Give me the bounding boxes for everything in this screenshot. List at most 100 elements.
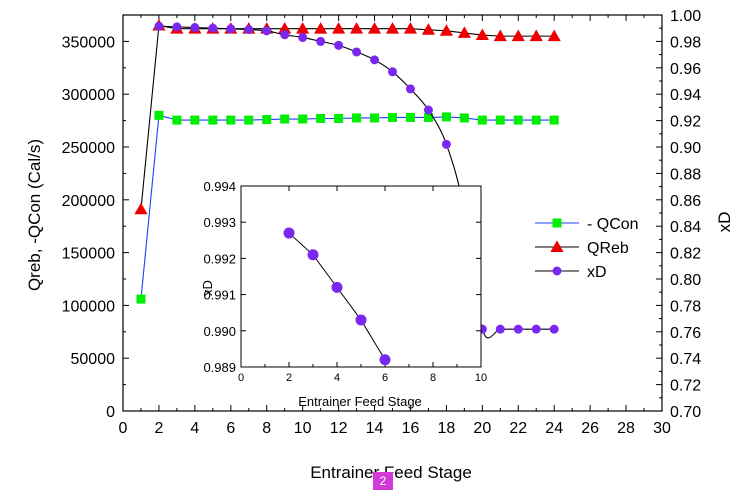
data-point-qcon xyxy=(154,110,164,120)
inset-frame xyxy=(240,185,482,368)
data-point-qcon xyxy=(388,112,397,122)
y-left-tick-label: 150000 xyxy=(62,246,115,263)
data-point-xd xyxy=(549,324,559,334)
data-point-qreb xyxy=(134,202,148,215)
data-point-qreb xyxy=(439,24,453,36)
y-right-tick-label: 0.84 xyxy=(670,219,701,236)
data-point-qreb xyxy=(421,23,436,35)
data-point-qreb xyxy=(475,28,489,41)
data-point-xd xyxy=(405,84,415,94)
x-tick-label: 28 xyxy=(617,420,635,437)
data-point-qreb xyxy=(367,22,382,34)
y-right-tick-label: 0.94 xyxy=(670,87,701,104)
data-point-xd xyxy=(316,36,326,46)
y-left-tick-label: 50000 xyxy=(71,351,116,368)
data-point-qreb xyxy=(529,29,543,42)
x-tick-label: 16 xyxy=(402,420,420,437)
y-left-tick-label: 350000 xyxy=(62,34,115,51)
inset-y-tick-label: 0.992 xyxy=(203,251,236,266)
data-point-qreb xyxy=(385,22,400,34)
inset-data-point xyxy=(355,314,367,326)
inset-y-tick-label: 0.994 xyxy=(203,179,236,194)
y-right-tick-label: 1.00 xyxy=(670,8,701,25)
y-left-tick-label: 200000 xyxy=(62,193,115,210)
y-right-tick-label: 0.70 xyxy=(670,404,701,421)
inset-x-tick-label: 6 xyxy=(382,372,388,384)
x-tick-label: 18 xyxy=(438,420,456,437)
x-tick-label: 0 xyxy=(119,420,128,437)
legend-label: QReb xyxy=(587,240,629,257)
data-point-xd xyxy=(495,324,505,334)
data-point-xd xyxy=(244,25,254,35)
data-point-xd xyxy=(352,47,362,57)
data-point-qcon xyxy=(244,115,254,125)
inset-data-point xyxy=(307,249,319,261)
x-tick-label: 24 xyxy=(545,420,563,437)
x-tick-label: 14 xyxy=(366,420,384,437)
legend-marker xyxy=(552,266,562,276)
y-right-tick-label: 0.96 xyxy=(670,61,701,78)
y-right-tick-label: 0.72 xyxy=(670,378,701,395)
x-tick-label: 22 xyxy=(509,420,527,437)
data-point-qreb xyxy=(332,22,346,34)
data-point-xd xyxy=(208,23,218,33)
x-tick-label: 6 xyxy=(226,420,235,437)
data-point-xd xyxy=(262,26,272,36)
y-left-tick-label: 300000 xyxy=(62,87,115,104)
data-point-qreb xyxy=(403,22,418,34)
x-tick-label: 10 xyxy=(294,420,312,437)
data-point-qcon xyxy=(370,113,380,123)
data-point-xd xyxy=(298,32,308,42)
y-right-tick-label: 0.86 xyxy=(670,193,701,210)
x-tick-label: 8 xyxy=(262,420,271,437)
data-point-qreb xyxy=(547,29,561,42)
data-point-xd xyxy=(280,30,290,40)
y-right-tick-label: 0.92 xyxy=(670,114,701,131)
x-tick-label: 26 xyxy=(581,420,599,437)
data-point-qcon xyxy=(334,113,344,123)
y-left-tick-label: 0 xyxy=(106,404,115,421)
data-point-qcon xyxy=(405,112,415,122)
legend-marker xyxy=(550,240,564,252)
inset-y-tick-label: 0.989 xyxy=(203,360,236,375)
data-point-qcon xyxy=(352,113,362,123)
data-point-qcon xyxy=(262,115,272,125)
data-point-qcon xyxy=(280,114,290,124)
y-right-tick-label: 0.88 xyxy=(670,166,701,183)
data-point-xd xyxy=(154,21,164,31)
inset-x-tick-label: 8 xyxy=(430,372,436,384)
data-point-qcon xyxy=(549,115,559,125)
inset-x-tick-label: 10 xyxy=(475,372,487,384)
data-point-qcon xyxy=(190,115,200,125)
legend-label: - QCon xyxy=(587,216,639,233)
data-point-xd xyxy=(370,55,380,65)
x-tick-label: 2 xyxy=(154,420,163,437)
legend-marker xyxy=(552,218,562,228)
y-right-tick-label: 0.76 xyxy=(670,325,701,342)
inset-data-point xyxy=(331,281,343,293)
data-point-qcon xyxy=(136,294,146,304)
legend-label: xD xyxy=(587,264,607,281)
data-point-qcon xyxy=(441,112,451,122)
data-point-qreb xyxy=(296,22,310,34)
inset-y-tick-label: 0.993 xyxy=(203,215,236,230)
data-point-qreb xyxy=(511,29,525,42)
y-left-axis-label: Qreb, -QCon (Cal/s) xyxy=(25,139,44,291)
data-point-qcon xyxy=(226,115,236,125)
y-left-tick-label: 100000 xyxy=(62,298,115,315)
data-point-qcon xyxy=(513,115,523,125)
data-point-xd xyxy=(513,324,523,334)
y-left-tick-label: 250000 xyxy=(62,140,115,157)
data-point-qcon xyxy=(208,115,218,125)
data-point-xd xyxy=(172,22,182,32)
data-point-xd xyxy=(226,24,236,34)
data-point-qcon xyxy=(316,113,326,123)
inset-x-tick-label: 2 xyxy=(286,372,292,384)
data-point-xd xyxy=(388,67,397,77)
y-right-tick-label: 0.90 xyxy=(670,140,701,157)
data-point-xd xyxy=(423,105,433,115)
data-point-qcon xyxy=(531,115,541,125)
y-right-tick-label: 0.78 xyxy=(670,298,701,315)
data-point-qreb xyxy=(493,29,507,42)
